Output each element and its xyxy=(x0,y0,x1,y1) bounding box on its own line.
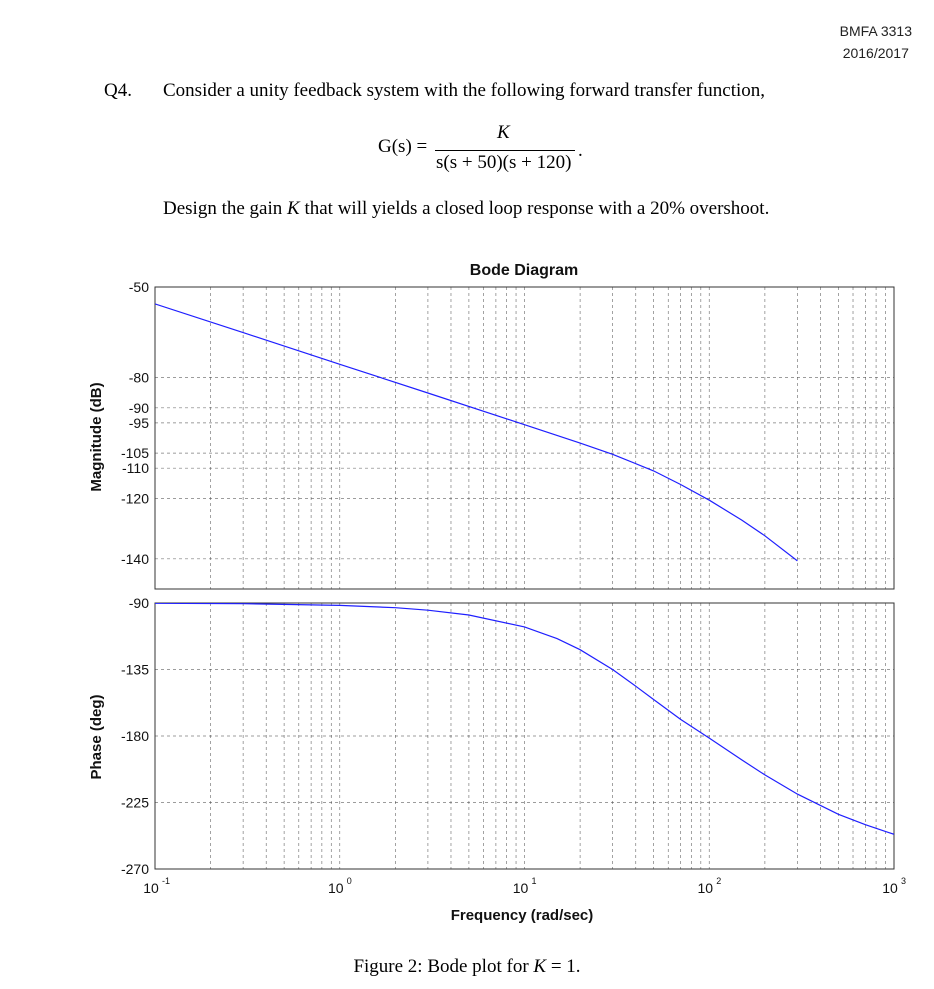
magnitude-y-tick-label: -120 xyxy=(121,490,149,506)
x-tick-label: 10 xyxy=(882,880,898,896)
x-tick-exponent: 3 xyxy=(901,876,906,886)
x-tick-label: 10 xyxy=(513,880,529,896)
x-tick-exponent: 2 xyxy=(716,876,721,886)
x-tick-exponent: -1 xyxy=(162,876,170,886)
magnitude-curve xyxy=(155,303,798,562)
magnitude-y-tick-label: -90 xyxy=(129,400,149,416)
phase-y-tick-label: -225 xyxy=(121,795,149,811)
magnitude-axis-label: Magnitude (dB) xyxy=(88,382,105,491)
phase-curve xyxy=(155,603,894,835)
phase-y-tick-label: -270 xyxy=(121,861,149,877)
page-header: BMFA 3313 2016/2017 xyxy=(840,20,912,64)
magnitude-y-tick-label: -105 xyxy=(121,445,149,461)
magnitude-y-tick-label: -80 xyxy=(129,370,149,386)
bode-diagram: Bode Diagram Magnitude (dB) Phase (deg) … xyxy=(88,262,906,924)
equation-denominator: s(s + 50)(s + 120) xyxy=(436,152,572,173)
x-tick-label: 10 xyxy=(328,880,344,896)
task-variable: K xyxy=(287,198,300,219)
magnitude-y-tick-label: -95 xyxy=(129,415,149,431)
session-year: 2016/2017 xyxy=(842,45,909,61)
phase-axis-label: Phase (deg) xyxy=(88,694,105,779)
caption-prefix: Figure 2: Bode plot for xyxy=(353,956,534,977)
equation-lhs: G(s) = xyxy=(378,136,428,157)
x-tick-label: 10 xyxy=(143,880,159,896)
design-task: Design the gain K that will yields a clo… xyxy=(163,198,769,220)
magnitude-y-tick-label: -140 xyxy=(121,551,149,567)
magnitude-axes-box xyxy=(154,286,895,590)
x-tick-label: 10 xyxy=(697,880,713,896)
magnitude-y-tick-label: -50 xyxy=(129,279,149,295)
course-code: BMFA 3313 xyxy=(839,23,912,39)
phase-y-tick-label: -135 xyxy=(121,662,149,678)
question-number: Q4. xyxy=(104,80,132,101)
fraction-bar xyxy=(435,150,575,151)
equation-numerator: K xyxy=(497,122,510,143)
equation-period: . xyxy=(578,140,583,161)
phase-y-tick-label: -180 xyxy=(121,728,149,744)
phase-y-tick-label: -90 xyxy=(129,595,149,611)
task-prefix: Design the gain xyxy=(163,198,288,219)
task-suffix: that will yields a closed loop response … xyxy=(299,198,770,219)
phase-axes-box xyxy=(154,602,895,870)
question-intro: Consider a unity feedback system with th… xyxy=(163,80,766,101)
figure-caption: Figure 2: Bode plot for K = 1. xyxy=(0,956,934,978)
x-tick-exponent: 1 xyxy=(532,876,537,886)
chart-title: Bode Diagram xyxy=(470,262,578,279)
caption-suffix: = 1. xyxy=(546,956,581,977)
x-tick-exponent: 0 xyxy=(347,876,352,886)
magnitude-y-tick-label: -110 xyxy=(122,460,149,476)
x-axis-label: Frequency (rad/sec) xyxy=(451,907,594,924)
caption-variable: K xyxy=(533,956,547,977)
